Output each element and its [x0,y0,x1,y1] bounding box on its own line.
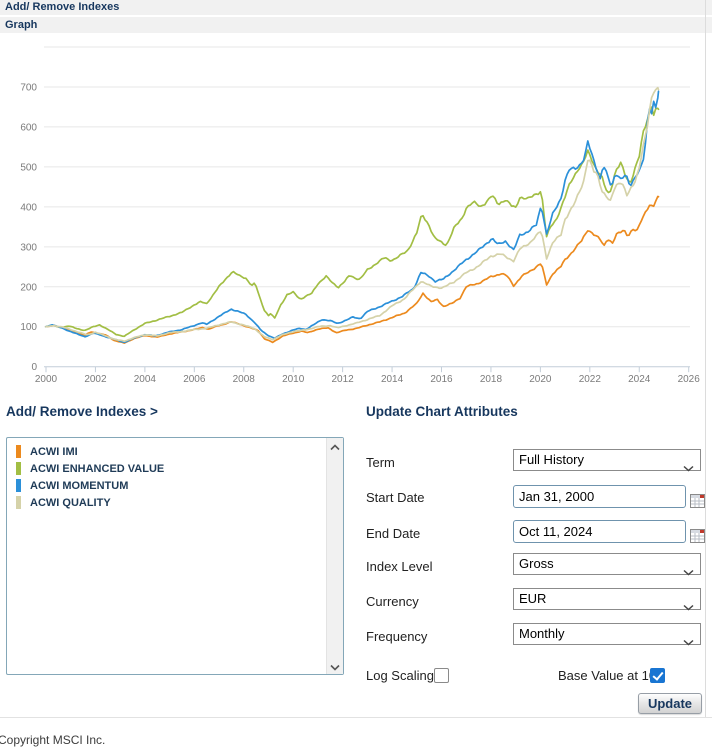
panel-right-border [705,0,706,717]
index-level-select[interactable]: Gross [513,553,701,576]
chevron-down-icon [683,458,694,478]
svg-text:2004: 2004 [134,374,157,385]
frequency-label: Frequency [366,629,428,644]
svg-text:2018: 2018 [480,374,503,385]
svg-text:2010: 2010 [282,374,305,385]
list-item-label: ACWI MOMENTUM [30,479,129,492]
footer-divider [0,717,712,718]
svg-text:2016: 2016 [430,374,453,385]
svg-text:2024: 2024 [628,374,651,385]
copyright-text: Copyright MSCI Inc. [0,733,106,747]
scroll-up-icon[interactable] [327,438,343,454]
svg-text:2012: 2012 [332,374,355,385]
end-date-input[interactable] [513,520,686,543]
index-level-chart: 0 100 200 300 400 500 600 700 2000 2002 2004 2006 20… [20,46,701,385]
listbox-scrollbar[interactable] [326,438,343,674]
add-remove-indexes-link[interactable]: Add/ Remove Indexes > [6,404,158,419]
list-item-acwi-imi[interactable]: ACWI IMI [7,443,326,460]
svg-text:300: 300 [20,242,37,253]
chevron-down-icon [683,562,694,582]
currency-value: EUR [519,591,547,606]
chevron-down-icon [683,632,694,652]
list-item-label: ACWI IMI [30,445,78,458]
svg-text:2026: 2026 [678,374,701,385]
series-swatch-acwi-imi [16,445,21,458]
series-swatch-acwi-momentum [16,479,21,492]
start-date-calendar-icon[interactable] [690,494,705,508]
svg-text:2022: 2022 [579,374,602,385]
svg-text:100: 100 [20,322,37,333]
currency-select[interactable]: EUR [513,588,701,611]
update-chart-attributes-title: Update Chart Attributes [366,404,518,419]
index-level-value: Gross [519,556,554,571]
list-item-acwi-quality[interactable]: ACWI QUALITY [7,494,326,511]
chevron-down-icon [683,597,694,617]
header-bar2-label: Graph [5,19,38,31]
term-value: Full History [519,452,585,467]
indexes-listbox[interactable]: ACWI IMI ACWI ENHANCED VALUE ACWI MOMENT… [6,437,344,675]
log-scaling-label: Log Scaling [366,668,434,683]
currency-label: Currency [366,594,419,609]
end-date-calendar-icon[interactable] [690,529,705,543]
term-select[interactable]: Full History [513,449,701,472]
header-bar-add-remove-indexes: Add/ Remove Indexes [0,0,712,15]
svg-text:2006: 2006 [183,374,206,385]
svg-text:2002: 2002 [84,374,107,385]
base-value-checkbox[interactable] [650,668,665,683]
end-date-label: End Date [366,526,421,541]
update-button[interactable]: Update [638,693,702,714]
log-scaling-checkbox[interactable] [434,668,449,683]
series-swatch-acwi-enhanced-value [16,462,21,475]
frequency-select[interactable]: Monthly [513,623,701,646]
list-item-acwi-enhanced-value[interactable]: ACWI ENHANCED VALUE [7,460,326,477]
list-item-label: ACWI QUALITY [30,496,111,509]
svg-text:200: 200 [20,282,37,293]
series-swatch-acwi-quality [16,496,21,509]
svg-text:600: 600 [20,122,37,133]
svg-text:2020: 2020 [529,374,552,385]
header-bar1-label: Add/ Remove Indexes [5,1,120,13]
svg-text:2008: 2008 [233,374,256,385]
term-label: Term [366,455,395,470]
svg-text:500: 500 [20,162,37,173]
list-item-label: ACWI ENHANCED VALUE [30,462,165,475]
index-level-label: Index Level [366,559,433,574]
list-item-acwi-momentum[interactable]: ACWI MOMENTUM [7,477,326,494]
start-date-label: Start Date [366,490,425,505]
svg-text:400: 400 [20,202,37,213]
base-value-label: Base Value at 100 [558,668,664,683]
start-date-input[interactable] [513,485,686,508]
scroll-down-icon[interactable] [327,658,343,674]
svg-text:700: 700 [20,82,37,93]
frequency-value: Monthly [519,626,565,641]
svg-text:2014: 2014 [381,374,404,385]
header-bar-graph: Graph [0,17,712,33]
svg-text:0: 0 [31,362,37,373]
svg-text:2000: 2000 [35,374,58,385]
